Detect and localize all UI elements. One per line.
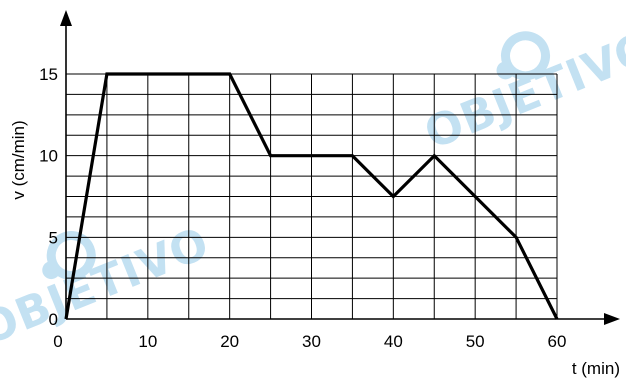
x-tick-label: 30 bbox=[302, 332, 321, 351]
series-layer bbox=[64, 72, 559, 320]
x-tick-label: 10 bbox=[138, 332, 157, 351]
y-axis-arrow-icon bbox=[60, 10, 72, 26]
logo-dot bbox=[496, 61, 515, 80]
y-tick-label: 10 bbox=[39, 147, 58, 166]
x-axis-label: t (min) bbox=[572, 359, 620, 378]
x-tick-label: 60 bbox=[548, 332, 567, 351]
grid bbox=[66, 73, 558, 319]
x-tick-label: 50 bbox=[466, 332, 485, 351]
logo-dot bbox=[42, 261, 61, 280]
x-axis-arrow-icon bbox=[604, 313, 620, 325]
tick-labels: 0 10 20 30 40 50 60 0 5 10 15 bbox=[39, 65, 566, 351]
objetivo-logo-icon bbox=[42, 231, 96, 281]
y-axis-label: v (cm/min) bbox=[9, 120, 28, 199]
x-tick-label: 0 bbox=[53, 332, 62, 351]
watermark-layer: OBJETIVO OBJETIVO bbox=[0, 22, 626, 356]
y-tick-label: 5 bbox=[49, 228, 58, 247]
watermark-2: OBJETIVO bbox=[0, 218, 217, 356]
y-tick-label: 0 bbox=[49, 310, 58, 329]
watermark-text: OBJETIVO bbox=[0, 218, 217, 356]
watermark-text: OBJETIVO bbox=[418, 22, 626, 160]
x-tick-label: 20 bbox=[220, 332, 239, 351]
y-tick-label: 15 bbox=[39, 65, 58, 84]
axes bbox=[60, 10, 620, 325]
x-tick-label: 40 bbox=[384, 332, 403, 351]
series-line-1 bbox=[64, 72, 559, 320]
